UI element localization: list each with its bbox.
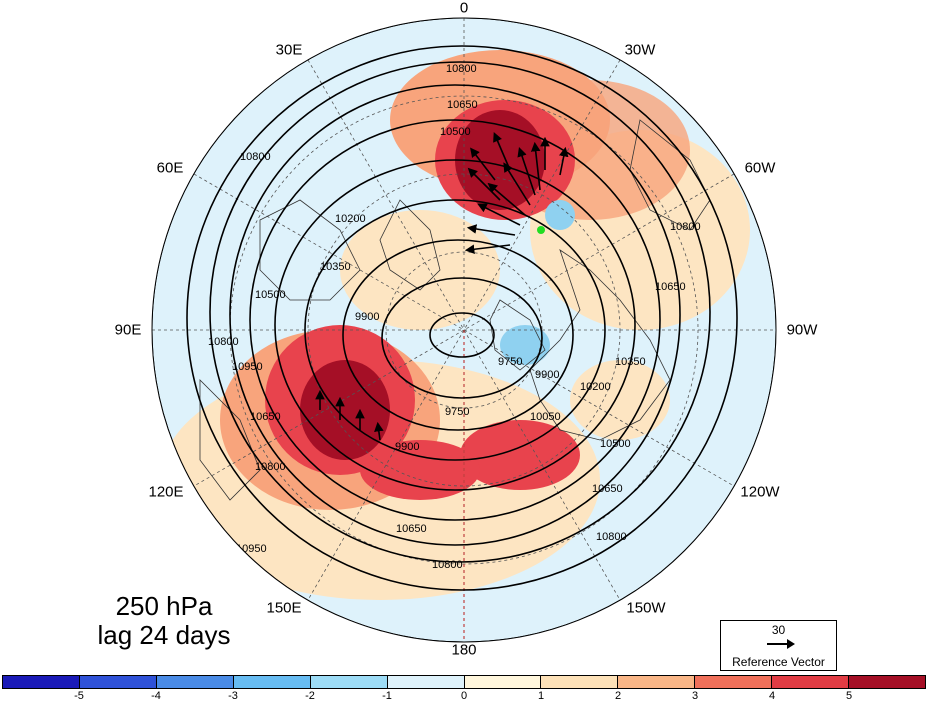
colorbar-swatch [618, 676, 696, 688]
contour-label: 10500 [600, 438, 631, 450]
wave-activity-vectors [315, 132, 569, 441]
colorbar-swatch [772, 676, 850, 688]
contour-label: 10800 [432, 559, 463, 571]
contour-label: 9900 [535, 369, 559, 381]
contour-label: 10800 [208, 336, 239, 348]
contour-label: 10800 [240, 151, 271, 163]
longitude-label: 120E [148, 483, 184, 501]
colorbar-swatch [79, 676, 157, 688]
longitude-label: 30E [275, 41, 303, 59]
colorbar-swatch [310, 676, 388, 688]
longitude-label: 30W [624, 41, 656, 59]
colorbar-swatch [849, 676, 926, 688]
colorbar-tick-label: 5 [845, 690, 853, 702]
longitude-label: 150E [266, 599, 302, 617]
contour-label: 9750 [445, 406, 469, 418]
colorbar-tick-label: 4 [768, 690, 776, 702]
longitude-label: 60W [744, 159, 776, 177]
reference-point-marker [537, 226, 545, 234]
contour-label: 10200 [580, 381, 611, 393]
contour-label: 10350 [320, 261, 351, 273]
contour-label: 10050 [530, 411, 561, 423]
colorbar-tick-label: -4 [151, 690, 161, 702]
map-caption: 250 hPa lag 24 days [84, 592, 244, 650]
longitude-label: 60E [156, 159, 184, 177]
longitude-label: 90W [786, 321, 818, 339]
reference-vector-label: Reference Vector [732, 655, 825, 669]
contour-label: 10950 [232, 361, 263, 373]
contour-label: 10800 [255, 461, 286, 473]
contour-label: 10800 [670, 221, 701, 233]
arrow-right-icon [767, 639, 795, 649]
colorbar-tick-label: -3 [228, 690, 238, 702]
contour-label: 10500 [255, 289, 286, 301]
colorbar-swatch [541, 676, 619, 688]
colorbar-swatch [233, 676, 311, 688]
contour-label: 10800 [446, 63, 477, 75]
longitude-label: 90E [114, 321, 142, 339]
colorbar-tick-label: 0 [460, 690, 468, 702]
contour-label: 10950 [236, 543, 267, 555]
colorbar-tick-label: 1 [537, 690, 545, 702]
colorbar [2, 675, 926, 689]
longitude-label: 180 [451, 641, 477, 659]
contour-label: 10650 [250, 411, 281, 423]
longitude-label: 0 [459, 0, 469, 17]
lag-label: lag 24 days [97, 620, 231, 650]
colorbar-swatch [3, 676, 80, 688]
height-contours [186, 45, 738, 591]
contour-label: 10200 [335, 213, 366, 225]
colorbar-swatch [464, 676, 542, 688]
contour-label: 9900 [355, 311, 379, 323]
contour-label: 10800 [596, 531, 627, 543]
contour-label: 9750 [498, 356, 522, 368]
contour-label: 9900 [395, 441, 419, 453]
pressure-level: 250 hPa [115, 591, 213, 621]
contour-label: 10650 [655, 281, 686, 293]
colorbar-tick-label: 2 [614, 690, 622, 702]
contour-label: 10500 [440, 126, 471, 138]
contour-label: 10650 [447, 99, 478, 111]
colorbar-tick-label: -2 [305, 690, 315, 702]
colorbar-tick-label: -5 [74, 690, 84, 702]
colorbar-swatch [156, 676, 234, 688]
contour-label: 10650 [592, 483, 623, 495]
reference-vector-value: 30 [771, 623, 786, 637]
longitude-label: 120W [740, 483, 780, 501]
contour-label: 10650 [396, 523, 427, 535]
colorbar-swatch [387, 676, 465, 688]
colorbar-tick-label: 3 [691, 690, 699, 702]
colorbar-tick-label: -1 [382, 690, 392, 702]
contour-label: 10350 [615, 356, 646, 368]
colorbar-swatch [695, 676, 773, 688]
reference-vector-box: 30 Reference Vector [720, 620, 837, 671]
longitude-label: 150W [626, 599, 666, 617]
